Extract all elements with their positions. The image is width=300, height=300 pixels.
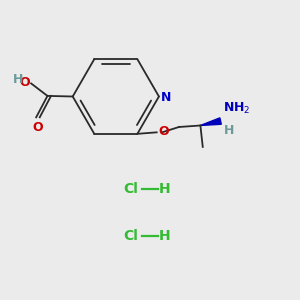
Text: H: H: [158, 182, 170, 196]
Text: O: O: [32, 121, 43, 134]
Text: Cl: Cl: [123, 182, 138, 196]
Text: H: H: [158, 229, 170, 243]
Text: O: O: [158, 125, 169, 138]
Text: N: N: [161, 92, 172, 104]
Text: Cl: Cl: [123, 229, 138, 243]
Polygon shape: [200, 118, 221, 125]
Text: O: O: [19, 76, 30, 89]
Text: NH$_2$: NH$_2$: [223, 100, 250, 116]
Text: H: H: [224, 124, 234, 137]
Text: H: H: [12, 74, 23, 86]
